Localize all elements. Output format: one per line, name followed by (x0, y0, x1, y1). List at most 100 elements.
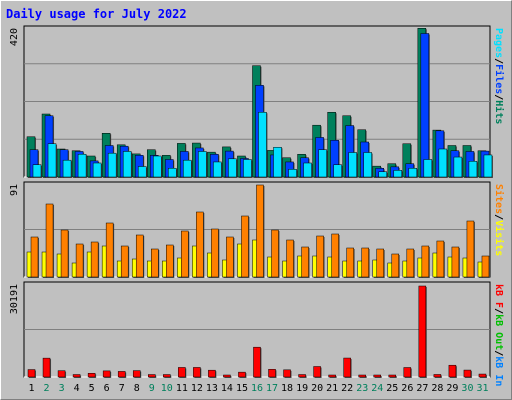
panel-visits-ymax-label: 91 (9, 184, 20, 196)
x-tick-label-day-23: 23 (356, 383, 368, 394)
legend-separator: / (493, 350, 504, 356)
x-tick-label-day-18: 18 (281, 383, 293, 394)
bar-pages-day-25 (393, 170, 403, 178)
legend-separator: / (493, 214, 504, 220)
bar-pages-day-22 (348, 152, 357, 178)
bar-sites-day-27 (421, 245, 430, 278)
bar-sites-day-20 (316, 235, 324, 278)
x-tick-label-day-24: 24 (371, 383, 383, 394)
bar-sites-day-29 (451, 246, 460, 278)
bar-pages-day-6 (107, 152, 117, 178)
bar-kbf-day-10 (163, 374, 171, 378)
x-tick-label-day-3: 3 (59, 383, 65, 394)
bar-sites-day-22 (346, 247, 354, 278)
bar-kbf-day-14 (223, 374, 231, 378)
bar-pages-day-11 (183, 159, 192, 178)
bar-sites-day-24 (376, 248, 384, 278)
bar-sites-day-18 (286, 239, 294, 278)
bar-kbf-day-6 (102, 370, 111, 378)
bar-kbf-day-3 (57, 370, 66, 378)
bar-files-day-27 (420, 33, 430, 178)
bar-kbf-day-26 (403, 367, 412, 378)
x-tick-label-day-8: 8 (134, 383, 140, 394)
bar-sites-day-4 (75, 243, 84, 278)
bar-pages-day-17 (273, 147, 282, 178)
bar-kbf-day-16 (253, 346, 261, 378)
bar-kbf-day-1 (27, 369, 36, 378)
bar-pages-day-21 (333, 164, 342, 178)
bar-pages-day-28 (438, 148, 448, 178)
bar-kbf-day-13 (208, 369, 216, 378)
bar-kbf-day-9 (148, 374, 156, 378)
x-tick-label-day-21: 21 (326, 383, 338, 394)
bar-sites-day-8 (135, 234, 144, 278)
bar-kbf-day-31 (478, 373, 487, 378)
panel-usage-legend: Pages/Files/Hits (493, 28, 505, 124)
bar-pages-day-5 (92, 162, 102, 178)
bar-kbf-day-12 (193, 367, 201, 378)
bar-kbf-day-22 (343, 357, 351, 378)
x-tick-label-day-31: 31 (476, 383, 488, 394)
bar-sites-day-25 (391, 253, 400, 278)
x-tick-label-day-27: 27 (416, 383, 428, 394)
bar-sites-day-3 (60, 229, 69, 278)
chart-title: Daily usage for July 2022 (6, 7, 187, 21)
bar-pages-day-7 (122, 151, 132, 178)
bar-kbf-day-28 (433, 374, 442, 378)
x-tick-label-day-14: 14 (221, 383, 233, 394)
bar-sites-day-6 (105, 222, 114, 278)
bar-kbf-day-2 (42, 357, 51, 378)
bar-kbf-day-17 (268, 369, 276, 378)
x-tick-label-day-15: 15 (236, 383, 248, 394)
bar-pages-day-16 (258, 112, 267, 178)
x-tick-label-day-7: 7 (119, 383, 125, 394)
bar-pages-day-10 (168, 168, 177, 178)
bar-sites-day-17 (271, 229, 279, 278)
bar-kbf-day-30 (463, 369, 472, 378)
x-tick-label-day-22: 22 (341, 383, 353, 394)
legend-separator: / (493, 58, 504, 64)
x-tick-label-day-12: 12 (191, 383, 203, 394)
bar-sites-day-1 (30, 236, 39, 278)
bar-sites-day-10 (166, 244, 174, 278)
x-tick-label-day-1: 1 (29, 383, 35, 394)
x-tick-label-day-20: 20 (311, 383, 323, 394)
bar-pages-day-19 (303, 162, 312, 178)
bar-pages-day-23 (363, 152, 372, 178)
x-tick-label-day-19: 19 (296, 383, 308, 394)
bar-pages-day-20 (318, 149, 327, 178)
bar-sites-day-19 (301, 246, 309, 278)
x-tick-label-day-13: 13 (206, 383, 218, 394)
bar-sites-day-15 (241, 215, 249, 278)
x-tick-label-day-9: 9 (149, 383, 155, 394)
legend-separator: / (493, 94, 504, 100)
panel-kbytes-ymax-label: 30191 (9, 284, 20, 314)
bar-pages-day-4 (77, 154, 87, 178)
bar-pages-day-30 (468, 161, 478, 178)
bar-pages-day-31 (483, 154, 493, 178)
bar-kbf-day-11 (178, 367, 186, 378)
x-tick-label-day-30: 30 (461, 383, 473, 394)
bar-sites-day-11 (181, 230, 189, 278)
bar-pages-day-18 (288, 169, 297, 178)
bar-pages-day-1 (32, 164, 42, 178)
legend-hits: Hits (493, 100, 505, 124)
legend-kb-f: kB F (493, 284, 504, 308)
bar-pages-day-8 (137, 166, 147, 178)
bar-kbf-day-8 (132, 370, 141, 378)
bar-pages-day-2 (47, 143, 57, 178)
bar-pages-day-13 (213, 161, 222, 178)
bar-kbf-day-27 (418, 285, 427, 378)
legend-visits: Visits (493, 220, 505, 256)
bar-sites-day-26 (406, 248, 415, 278)
bar-kbf-day-29 (448, 364, 457, 378)
bar-kbf-day-19 (298, 374, 306, 378)
x-tick-label-day-17: 17 (266, 383, 278, 394)
x-tick-label-day-4: 4 (74, 383, 80, 394)
bar-kbf-day-15 (238, 371, 246, 378)
bar-kbf-day-18 (283, 369, 291, 378)
bar-sites-day-16 (256, 184, 264, 278)
x-tick-label-day-16: 16 (251, 383, 263, 394)
bar-sites-day-12 (196, 211, 204, 278)
